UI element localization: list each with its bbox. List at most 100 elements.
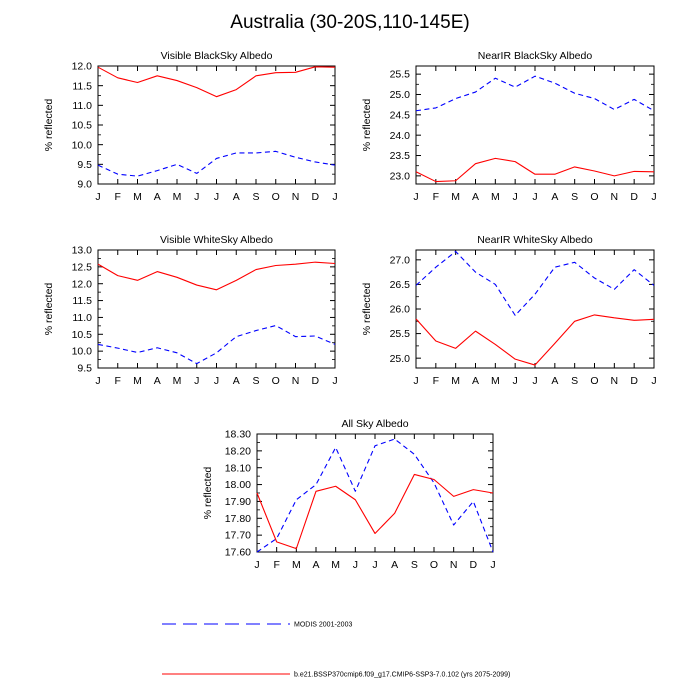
y-tick-label: 24.0 [390, 130, 411, 142]
x-tick-label: O [272, 191, 280, 203]
x-tick-label: M [331, 559, 340, 571]
x-tick-label: N [292, 191, 300, 203]
y-axis-label: % reflected [361, 99, 373, 152]
y-tick-label: 23.0 [390, 170, 411, 182]
y-tick-label: 9.5 [77, 159, 92, 171]
y-tick-label: 10.5 [72, 329, 93, 341]
series-line-model [415, 314, 655, 366]
y-axis-label: % reflected [43, 99, 55, 152]
series-line-model [256, 473, 494, 550]
x-tick-label: J [413, 191, 418, 203]
x-tick-label: F [115, 375, 121, 387]
y-tick-label: 27.0 [390, 254, 411, 266]
plot-frame [97, 65, 336, 185]
x-tick-label: M [133, 375, 142, 387]
panel-title: All Sky Albedo [341, 418, 408, 430]
y-tick-label: 11.5 [72, 80, 92, 92]
x-tick-label: M [451, 191, 460, 203]
x-tick-label: J [353, 559, 358, 571]
y-tick-label: 25.5 [390, 69, 411, 81]
series-line-modis [256, 438, 494, 553]
x-tick-label: N [611, 375, 619, 387]
x-tick-label: F [433, 191, 439, 203]
x-tick-label: J [532, 375, 537, 387]
y-tick-label: 18.00 [225, 479, 251, 491]
y-tick-label: 17.80 [225, 513, 251, 525]
x-tick-label: M [173, 191, 182, 203]
x-tick-label: J [513, 375, 518, 387]
y-tick-label: 26.5 [390, 279, 411, 291]
y-tick-label: 25.0 [390, 353, 411, 365]
x-tick-label: J [254, 559, 259, 571]
y-tick-label: 10.5 [72, 120, 93, 132]
x-tick-label: A [472, 375, 479, 387]
y-tick-label: 12.0 [72, 61, 93, 73]
x-tick-label: J [332, 375, 337, 387]
x-tick-label: S [411, 559, 418, 571]
x-tick-label: M [133, 191, 142, 203]
x-tick-label: D [470, 559, 478, 571]
plot-frame [97, 249, 336, 369]
y-tick-label: 18.30 [225, 429, 251, 441]
y-tick-label: 11.0 [72, 100, 92, 112]
x-tick-label: A [551, 191, 558, 203]
x-tick-label: N [611, 191, 619, 203]
x-tick-label: J [214, 191, 219, 203]
y-tick-label: 10.0 [72, 346, 93, 358]
y-tick-label: 25.0 [390, 89, 411, 101]
x-tick-label: A [551, 375, 558, 387]
x-tick-label: O [272, 375, 280, 387]
x-tick-label: O [590, 191, 598, 203]
x-tick-label: F [433, 375, 439, 387]
y-axis-label: % reflected [202, 467, 214, 520]
x-tick-label: A [154, 191, 161, 203]
x-tick-label: J [532, 191, 537, 203]
x-tick-label: S [571, 191, 578, 203]
x-tick-label: J [194, 191, 199, 203]
x-tick-label: J [490, 559, 495, 571]
x-tick-label: J [651, 375, 656, 387]
page-title: Australia (30-20S,110-145E) [230, 12, 470, 33]
plot-frame [415, 249, 655, 369]
x-tick-label: M [491, 191, 500, 203]
plot-frame [256, 433, 494, 553]
x-tick-label: A [472, 191, 479, 203]
y-axis-label: % reflected [43, 283, 55, 336]
x-tick-label: D [630, 375, 638, 387]
y-tick-label: 18.20 [225, 445, 251, 457]
legend: MODIS 2001-2003 b.e21.BSSP370cmip6.f09_g… [162, 622, 510, 679]
series-line-modis [415, 75, 655, 112]
x-tick-label: A [233, 375, 240, 387]
x-tick-label: A [312, 559, 319, 571]
x-tick-label: A [391, 559, 398, 571]
legend-label-modis: MODIS 2001-2003 [294, 622, 352, 629]
y-tick-label: 26.0 [390, 304, 411, 316]
x-tick-label: S [252, 191, 259, 203]
x-tick-label: J [214, 375, 219, 387]
x-tick-label: F [273, 559, 279, 571]
x-tick-label: S [252, 375, 259, 387]
x-tick-label: A [233, 191, 240, 203]
x-tick-label: N [292, 375, 300, 387]
y-tick-label: 10.0 [72, 139, 93, 151]
y-tick-label: 25.5 [390, 328, 411, 340]
y-tick-label: 17.70 [225, 530, 251, 542]
x-tick-label: D [311, 375, 319, 387]
y-tick-label: 18.10 [225, 462, 251, 474]
series-line-model [415, 157, 655, 183]
panel-title: Visible WhiteSky Albedo [160, 234, 273, 246]
y-tick-label: 13.0 [72, 245, 93, 257]
x-tick-label: F [115, 191, 121, 203]
y-tick-label: 24.5 [390, 109, 411, 121]
panel-title: Visible BlackSky Albedo [161, 50, 273, 62]
x-tick-label: M [491, 375, 500, 387]
x-tick-label: J [95, 191, 100, 203]
x-tick-label: O [590, 375, 598, 387]
y-tick-label: 23.5 [390, 150, 411, 162]
panel-title: NearIR BlackSky Albedo [478, 50, 593, 62]
y-tick-label: 9.5 [77, 363, 92, 375]
